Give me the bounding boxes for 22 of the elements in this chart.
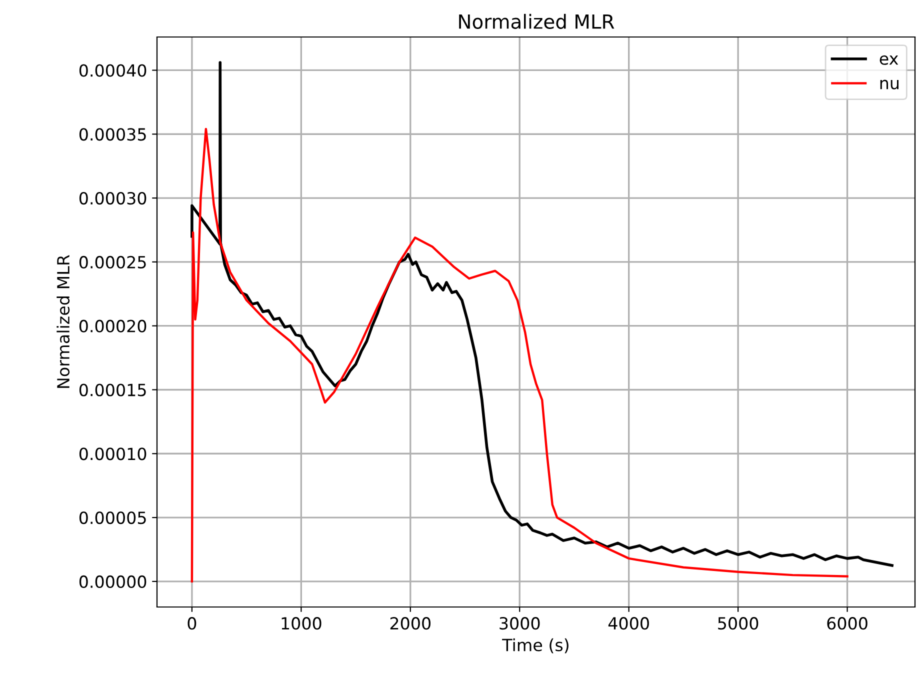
y-tick-label: 0.00025 bbox=[79, 256, 146, 268]
y-tick-label: 0.00000 bbox=[79, 575, 146, 588]
line-series bbox=[190, 128, 848, 583]
y-axis-title: Normalized MLR bbox=[56, 254, 70, 388]
x-tick-label: 6000 bbox=[827, 617, 868, 630]
y-tick-label: 0.00020 bbox=[79, 320, 146, 332]
x-tick-label: 2000 bbox=[390, 617, 430, 630]
y-tick-label: 0.00015 bbox=[79, 384, 146, 396]
y-tick-label: 0.00010 bbox=[79, 448, 146, 460]
x-tick-label: 1000 bbox=[282, 617, 322, 630]
x-tick-label: 5000 bbox=[718, 617, 758, 630]
x-tick-label: 3000 bbox=[500, 617, 540, 630]
y-tick-label: 0.00005 bbox=[79, 512, 146, 524]
x-tick-label: 4000 bbox=[608, 617, 649, 630]
legend-label: ex bbox=[880, 55, 898, 65]
y-tick-label: 0.00030 bbox=[79, 192, 146, 205]
legend-label: nu bbox=[880, 80, 898, 90]
y-tick-label: 0.00040 bbox=[79, 64, 146, 77]
x-axis-title: Time (s) bbox=[502, 638, 568, 654]
chart-title: Normalized MLR bbox=[459, 14, 614, 29]
x-tick-label: 0 bbox=[188, 617, 196, 630]
y-tick-label: 0.00035 bbox=[79, 128, 146, 141]
